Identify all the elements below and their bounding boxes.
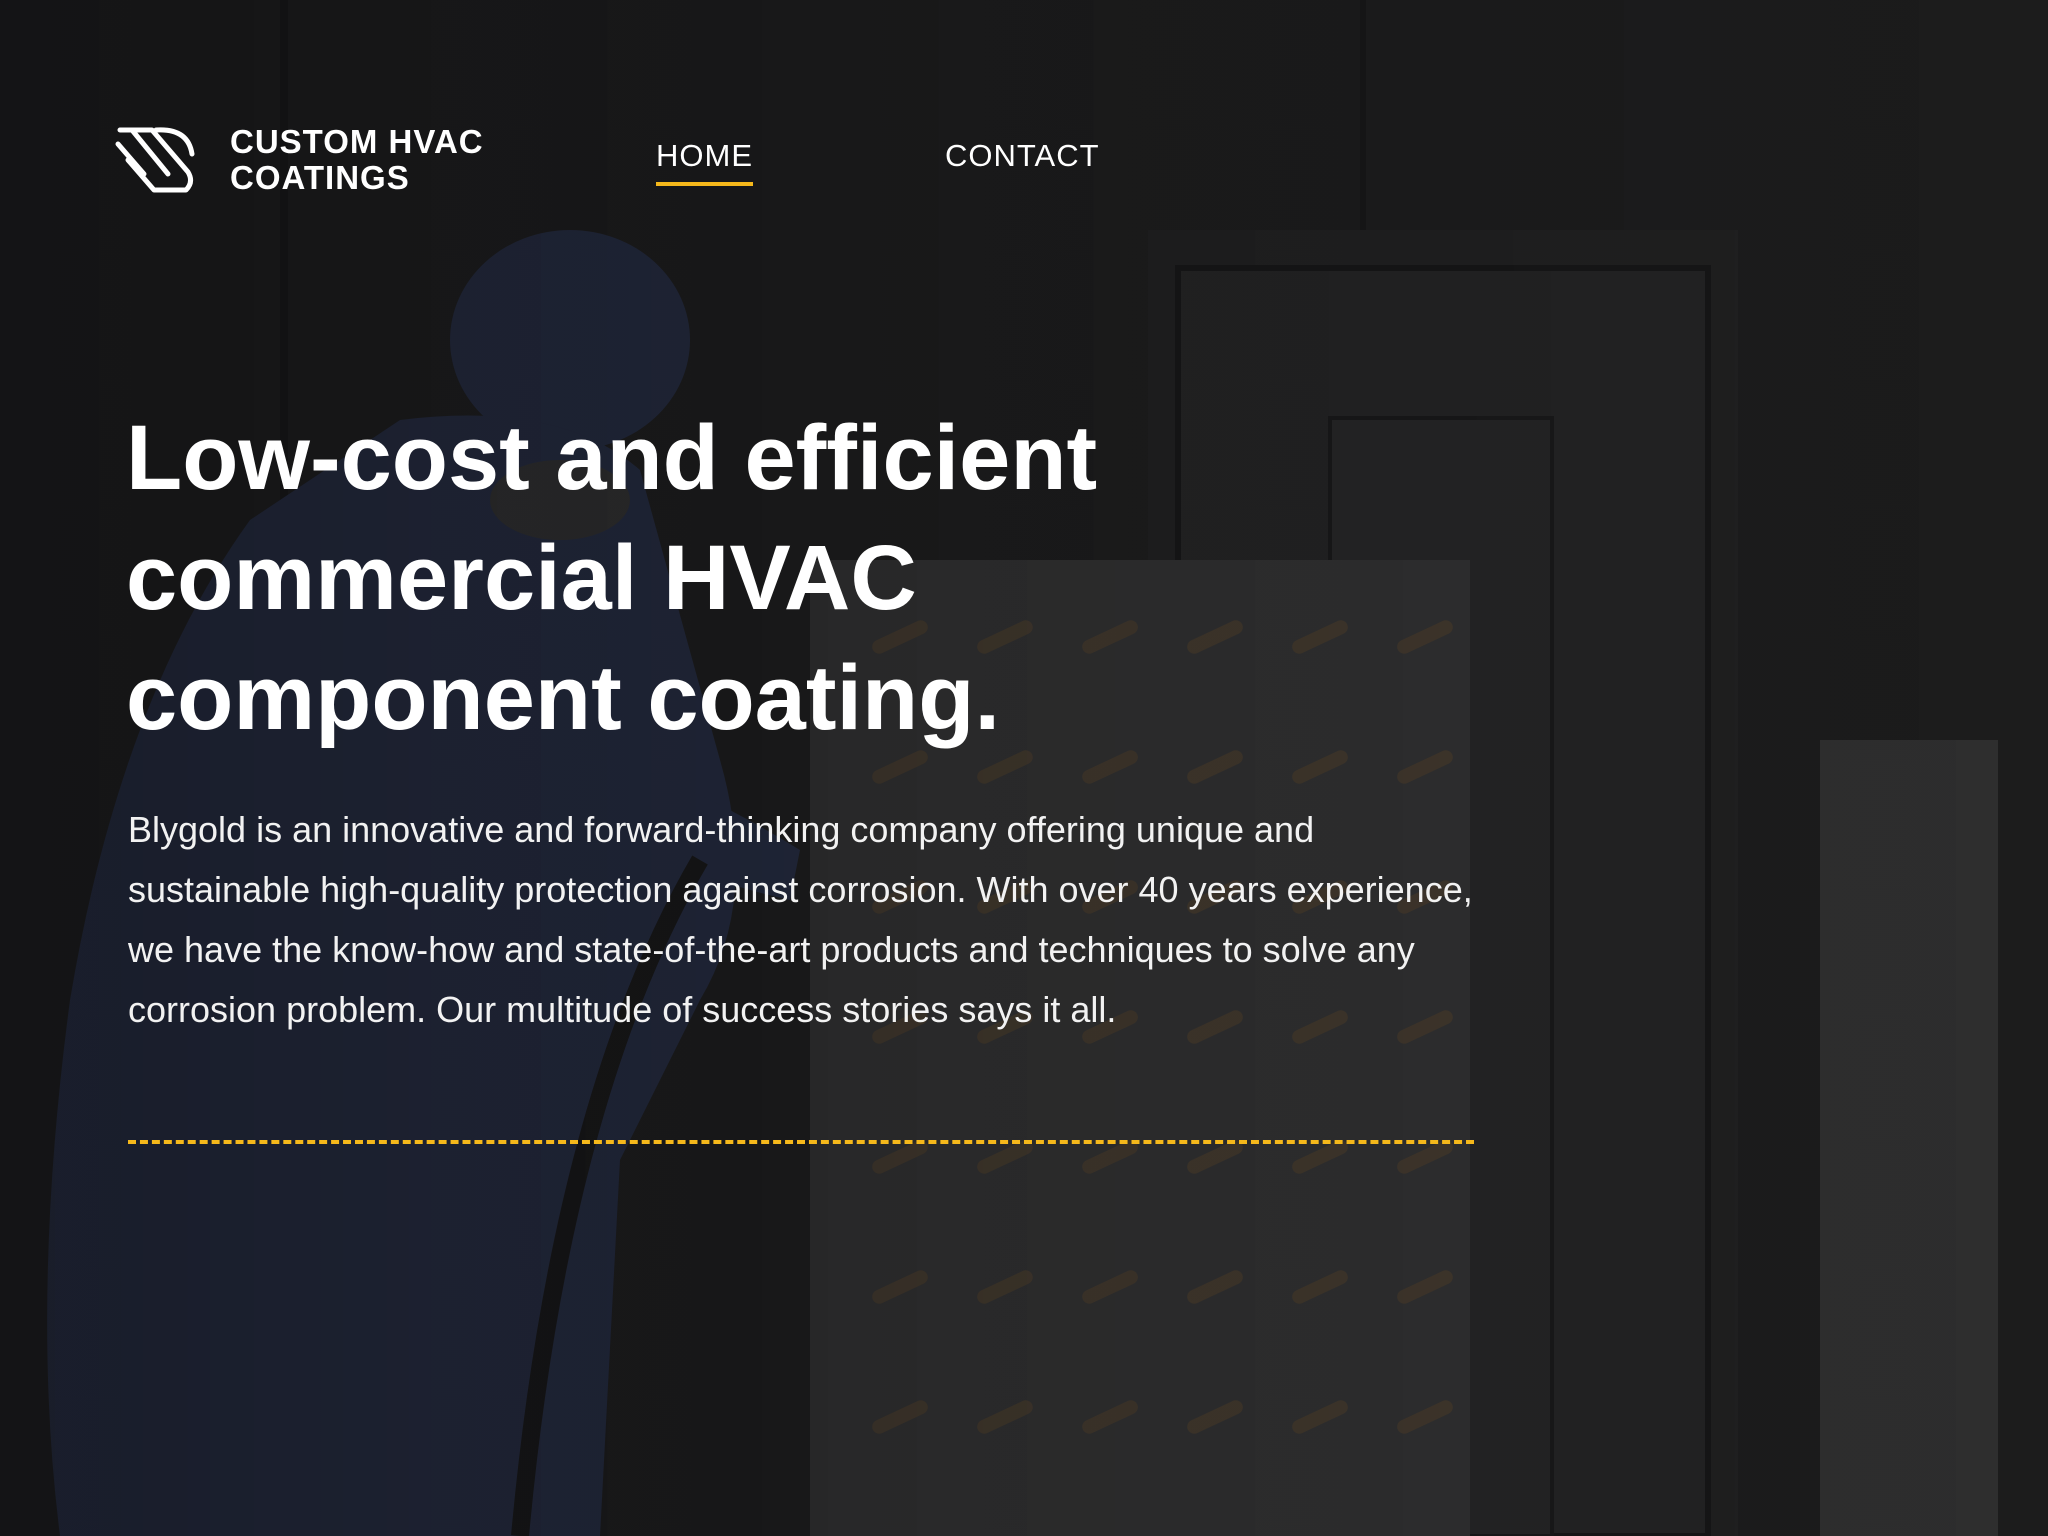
nav-home[interactable]: HOME	[656, 138, 753, 186]
brand-name: CUSTOM HVAC COATINGS	[230, 124, 484, 196]
brand-logo[interactable]: CUSTOM HVAC COATINGS	[114, 124, 484, 196]
nav-contact[interactable]: CONTACT	[945, 138, 1100, 173]
hero-title-line: component coating.	[126, 647, 1000, 749]
main-nav: HOME CONTACT	[656, 138, 1100, 186]
hero-title: Low-cost and efficient commercial HVAC c…	[126, 398, 1326, 758]
hero-description: Blygold is an innovative and forward-thi…	[128, 809, 1473, 1030]
dashed-divider	[128, 1140, 1474, 1144]
hero-title-line: Low-cost and efficient	[126, 407, 1098, 509]
brand-name-line2: COATINGS	[230, 159, 410, 196]
brand-name-line1: CUSTOM HVAC	[230, 123, 484, 160]
stripes-swoosh-logo-icon	[115, 127, 195, 193]
hero-title-line: commercial HVAC	[126, 527, 917, 629]
